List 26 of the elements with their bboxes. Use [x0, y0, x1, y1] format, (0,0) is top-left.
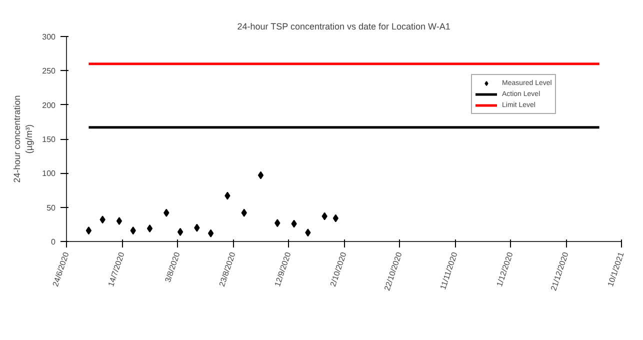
y-tick-label: 200 [42, 100, 56, 110]
y-tick-label: 250 [42, 66, 56, 76]
y-tick-label: 50 [46, 203, 56, 212]
point [100, 216, 106, 224]
point [332, 214, 339, 222]
point [116, 217, 122, 225]
y-axis-title: 24-hour concentration (µg/m³) [12, 95, 34, 183]
y-tick-label: 150 [42, 135, 56, 144]
point [177, 228, 184, 236]
point [194, 224, 200, 232]
point [164, 208, 170, 217]
chart-title: 24-hour TSP concentration vs date for Location W-A1 [237, 22, 450, 32]
point [291, 220, 297, 228]
point [208, 229, 214, 238]
point [305, 228, 311, 237]
y-tick-label: 0 [51, 238, 56, 246]
point [224, 192, 230, 200]
point [322, 212, 328, 220]
point [130, 226, 136, 235]
y-tick-label: 100 [42, 169, 56, 178]
y-tick-label: 300 [42, 32, 56, 42]
point [258, 171, 264, 180]
point [86, 226, 92, 235]
point [146, 224, 153, 233]
point [241, 208, 247, 217]
point [274, 219, 280, 228]
